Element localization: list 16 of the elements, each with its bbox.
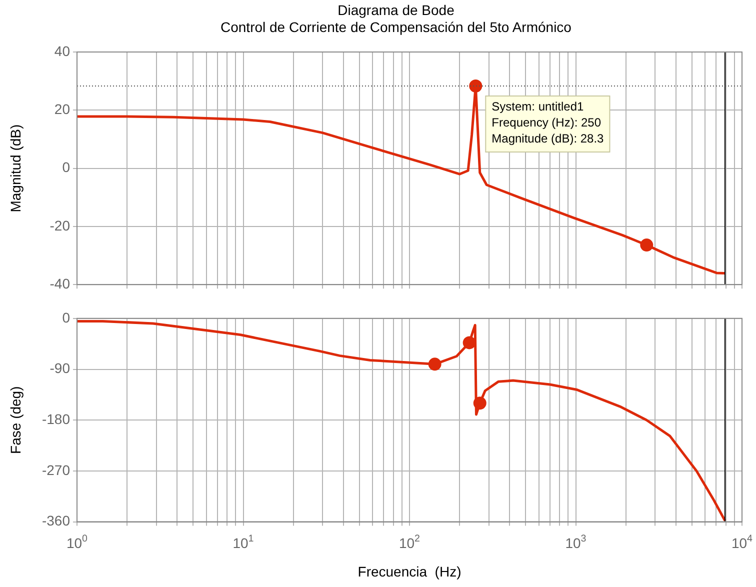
y-tick-label: 40 <box>54 42 70 59</box>
y-tick-label: 0 <box>62 309 70 326</box>
y-tick-label: -270 <box>42 462 70 478</box>
y-tick-label: 20 <box>54 101 70 118</box>
chart-subtitle: Control de Corriente de Compensación del 5to Armónico <box>220 19 572 36</box>
y-tick-label: 0 <box>62 159 70 176</box>
chart-title: Diagrama de Bode <box>336 2 456 19</box>
y-tick-label: -360 <box>42 512 70 529</box>
y-axis-title: Magnitud (dB) <box>7 124 24 212</box>
y-tick-label: -90 <box>50 360 70 376</box>
y-axis-title: Fase (deg) <box>7 386 24 454</box>
annotation: System: untitled1 Frequency (Hz): 250 Magnitude (dB): 28.3 <box>492 99 604 146</box>
y-tick-label: -180 <box>42 410 70 427</box>
y-tick-label: -40 <box>50 275 70 292</box>
x-axis-title: Frecuencia (Hz) <box>358 563 462 580</box>
y-tick-label: -20 <box>50 217 70 234</box>
